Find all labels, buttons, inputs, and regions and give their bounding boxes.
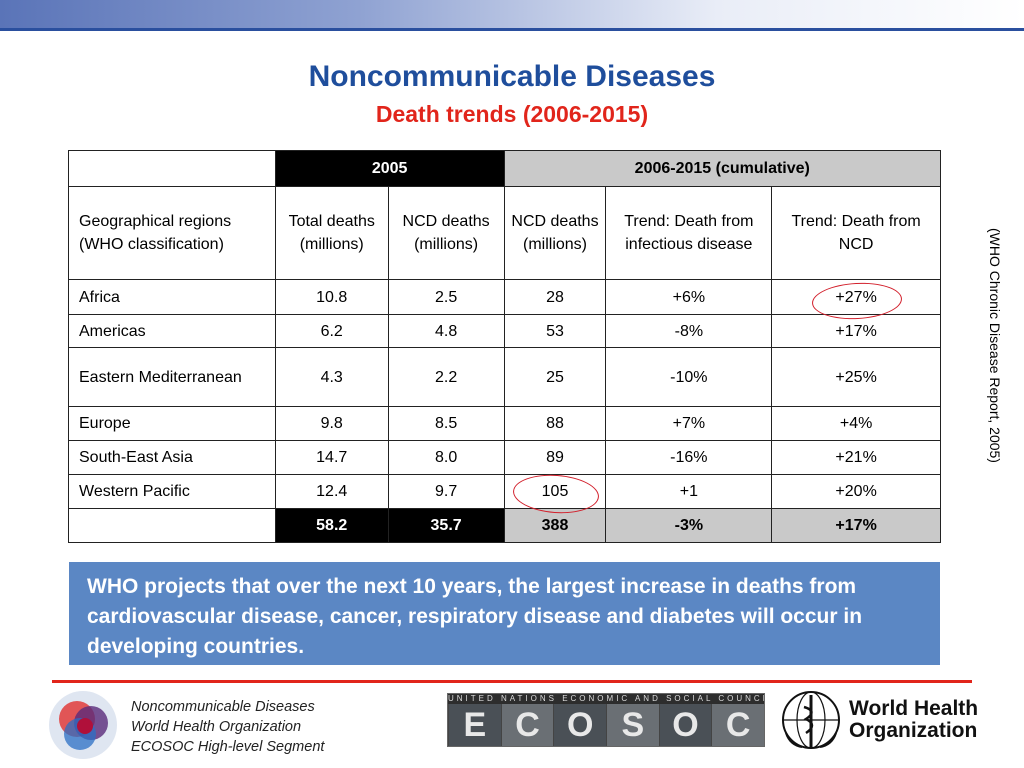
table-row: South-East Asia 14.7 8.0 89 -16% +21% — [68, 440, 941, 475]
ncd-logo-icon — [49, 691, 117, 759]
slide-subtitle: Death trends (2006-2015) — [375, 101, 649, 127]
table-cell: +7% — [605, 406, 773, 441]
who-wordmark-line: World Health — [849, 697, 979, 720]
ecosoc-letter: S — [606, 704, 659, 746]
table-cell: 28 — [503, 279, 607, 315]
table-group-header-row: 2005 2006-2015 (cumulative) — [68, 150, 942, 187]
table-cell: 88 — [503, 406, 607, 441]
column-header: Trend: Death from NCD — [771, 186, 941, 280]
table-cell: 14.7 — [274, 440, 389, 475]
table-cell: 2.2 — [387, 347, 505, 407]
table-cell: -8% — [605, 314, 773, 348]
ecosoc-letters: E C O S O C — [448, 704, 764, 746]
ecosoc-banner: UNITED NATIONS ECONOMIC AND SOCIAL COUNC… — [448, 694, 765, 704]
top-divider — [0, 28, 1024, 31]
table-column-header-row: Geographical regions (WHO classification… — [68, 186, 941, 280]
table-cell: +4% — [771, 406, 941, 441]
table-cell: 12.4 — [274, 474, 389, 509]
footer-line: World Health Organization — [131, 719, 302, 735]
table-cell: 8.0 — [387, 440, 505, 475]
table-cell: 9.7 — [387, 474, 505, 509]
table-cell: 25 — [503, 347, 607, 407]
ncd-deaths-table: 2005 2006-2015 (cumulative) Geographical… — [68, 150, 942, 543]
ecosoc-letter: O — [553, 704, 607, 746]
table-cell: 4.8 — [387, 314, 505, 348]
table-corner-cell — [68, 150, 276, 187]
table-cell: 105 — [503, 474, 607, 509]
ecosoc-letter: C — [711, 704, 764, 746]
who-wordmark-line: Organization — [849, 719, 978, 742]
table-cell: 89 — [503, 440, 607, 475]
region-cell: Americas — [68, 314, 276, 348]
table-cell: 4.3 — [274, 347, 389, 407]
column-header: NCD deaths (millions) — [503, 186, 607, 280]
table-cell: 9.8 — [274, 406, 389, 441]
table-cell: 10.8 — [274, 279, 389, 315]
table-cell: +20% — [771, 474, 941, 509]
table-cell: 53 — [503, 314, 607, 348]
ecosoc-letter: E — [448, 704, 501, 746]
total-cell: 58.2 — [274, 508, 389, 543]
table-cell: +27% — [771, 279, 941, 315]
total-cell: +17% — [771, 508, 941, 543]
source-note: (WHO Chronic Disease Report, 2005) — [987, 228, 1003, 463]
table-cell: +17% — [771, 314, 941, 348]
region-cell: Africa — [68, 279, 276, 315]
table-cell: +25% — [771, 347, 941, 407]
table-cell: -10% — [605, 347, 773, 407]
ecosoc-logo: UNITED NATIONS ECONOMIC AND SOCIAL COUNC… — [447, 693, 765, 747]
table-row: Western Pacific 12.4 9.7 105 +1 +20% — [68, 474, 941, 509]
footer-line: Noncommunicable Diseases — [131, 699, 315, 715]
table-cell: 6.2 — [274, 314, 389, 348]
table-row: Eastern Mediterranean 4.3 2.2 25 -10% +2… — [68, 347, 941, 407]
table-cell: +21% — [771, 440, 941, 475]
column-header: Geographical regions (WHO classification… — [68, 186, 276, 280]
table-cell: +1 — [605, 474, 773, 509]
table-row: Europe 9.8 8.5 88 +7% +4% — [68, 406, 941, 441]
total-cell: -3% — [605, 508, 773, 543]
region-cell: Europe — [68, 406, 276, 441]
table-cell: +6% — [605, 279, 773, 315]
table-row: Africa 10.8 2.5 28 +6% +27% — [68, 279, 941, 315]
region-cell: Western Pacific — [68, 474, 276, 509]
column-header: NCD deaths (millions) — [387, 186, 505, 280]
who-wordmark: World Health Organization — [849, 698, 978, 742]
column-header: Trend: Death from infectious disease — [605, 186, 773, 280]
region-cell: Eastern Mediterranean — [68, 347, 276, 407]
column-header: Total deaths (millions) — [274, 186, 389, 280]
footer-line: ECOSOC High-level Segment — [131, 739, 325, 755]
table-cell: 2.5 — [387, 279, 505, 315]
region-cell: South-East Asia — [68, 440, 276, 475]
header-cumulative: 2006-2015 (cumulative) — [503, 150, 942, 187]
footer-caption: Noncommunicable Diseases World Health Or… — [131, 697, 324, 757]
ecosoc-letter: O — [658, 704, 712, 746]
top-gradient-bar — [0, 0, 1024, 30]
total-cell: 388 — [503, 508, 607, 543]
table-cell: -16% — [605, 440, 773, 475]
header-2005: 2005 — [274, 150, 505, 187]
table-row: Americas 6.2 4.8 53 -8% +17% — [68, 314, 941, 348]
footer-divider — [52, 680, 972, 683]
slide-title: Noncommunicable Diseases — [308, 60, 716, 93]
table-totals-row: 58.2 35.7 388 -3% +17% — [68, 508, 941, 543]
who-emblem-icon — [782, 691, 840, 749]
totals-label-cell — [68, 508, 276, 543]
callout-box: WHO projects that over the next 10 years… — [69, 562, 940, 665]
ecosoc-letter: C — [500, 704, 554, 746]
total-cell: 35.7 — [387, 508, 505, 543]
table-cell: 8.5 — [387, 406, 505, 441]
